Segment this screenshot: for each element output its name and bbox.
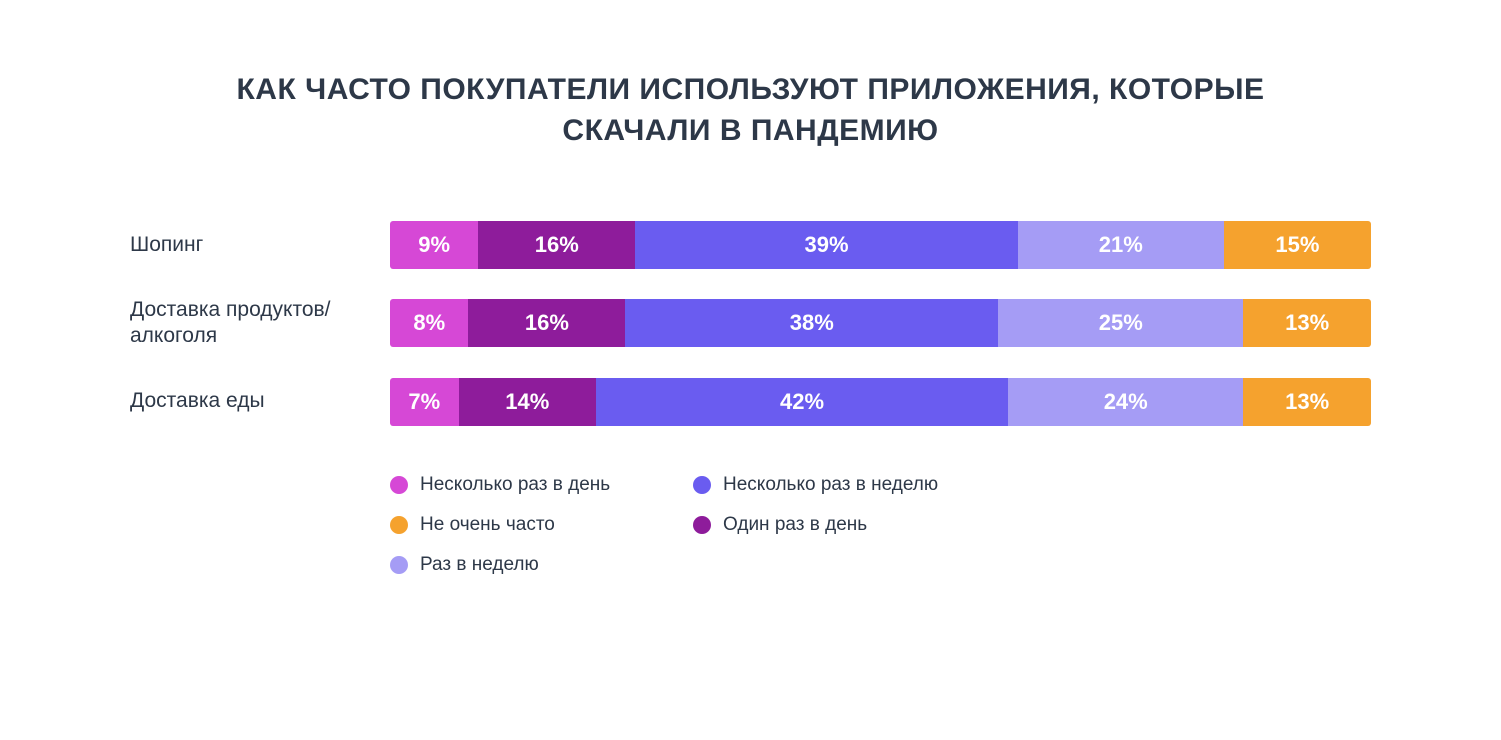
bar-segment-value: 38% (790, 310, 834, 336)
row-label: Доставка еды (130, 388, 390, 414)
bar-segment-value: 42% (780, 389, 824, 415)
bar-segment: 16% (478, 221, 635, 269)
bar-segment: 15% (1224, 221, 1371, 269)
bar-segment: 8% (390, 299, 468, 347)
bar-segment-value: 25% (1099, 310, 1143, 336)
legend-item: Один раз в день (693, 514, 938, 536)
bar-segment-value: 21% (1099, 232, 1143, 258)
bar-segment-value: 16% (535, 232, 579, 258)
legend-item: Несколько раз в неделю (693, 474, 938, 496)
chart-row: Доставка еды 7% 14% 42% 24% 13% (130, 378, 1371, 426)
bar-segment: 14% (459, 378, 596, 426)
bar-segment: 7% (390, 378, 459, 426)
chart-rows: Шопинг 9% 16% 39% 21% 15% Доставка продуктов/а… (130, 221, 1371, 426)
legend-swatch (693, 476, 711, 494)
legend-swatch (693, 516, 711, 534)
legend-label: Несколько раз в день (420, 474, 610, 496)
bar-segment: 25% (998, 299, 1243, 347)
bar-segment-value: 7% (408, 389, 440, 415)
legend-item: Раз в неделю (390, 554, 635, 576)
bar-segment-value: 9% (418, 232, 450, 258)
bar-segment: 42% (596, 378, 1008, 426)
bar-segment-value: 16% (525, 310, 569, 336)
bar-segment-value: 13% (1285, 389, 1329, 415)
row-bar: 8% 16% 38% 25% 13% (390, 299, 1371, 347)
row-label: Доставка продуктов/алкоголя (130, 297, 390, 350)
bar-segment: 21% (1018, 221, 1224, 269)
bar-segment-value: 13% (1285, 310, 1329, 336)
chart-title: КАК ЧАСТО ПОКУПАТЕЛИ ИСПОЛЬЗУЮТ ПРИЛОЖЕН… (130, 70, 1371, 151)
chart-row: Доставка продуктов/алкоголя 8% 16% 38% 25% 13… (130, 297, 1371, 350)
row-bar: 9% 16% 39% 21% 15% (390, 221, 1371, 269)
bar-segment-value: 15% (1275, 232, 1319, 258)
legend-swatch (390, 476, 408, 494)
chart-row: Шопинг 9% 16% 39% 21% 15% (130, 221, 1371, 269)
bar-segment: 24% (1008, 378, 1243, 426)
bar-segment-value: 14% (505, 389, 549, 415)
legend-item: Не очень часто (390, 514, 635, 536)
legend-label: Не очень часто (420, 514, 555, 536)
bar-segment: 38% (625, 299, 998, 347)
chart-legend: Несколько раз в день Несколько раз в неде… (130, 474, 1230, 576)
bar-segment: 16% (468, 299, 625, 347)
legend-item: Несколько раз в день (390, 474, 635, 496)
bar-segment-value: 39% (805, 232, 849, 258)
bar-segment: 13% (1243, 299, 1371, 347)
legend-swatch (390, 516, 408, 534)
row-label: Шопинг (130, 232, 390, 258)
legend-swatch (390, 556, 408, 574)
legend-label: Один раз в день (723, 514, 867, 536)
bar-segment: 9% (390, 221, 478, 269)
row-bar: 7% 14% 42% 24% 13% (390, 378, 1371, 426)
legend-label: Раз в неделю (420, 554, 539, 576)
legend-label: Несколько раз в неделю (723, 474, 938, 496)
bar-segment: 39% (635, 221, 1018, 269)
bar-segment-value: 8% (413, 310, 445, 336)
bar-segment: 13% (1243, 378, 1371, 426)
bar-segment-value: 24% (1104, 389, 1148, 415)
